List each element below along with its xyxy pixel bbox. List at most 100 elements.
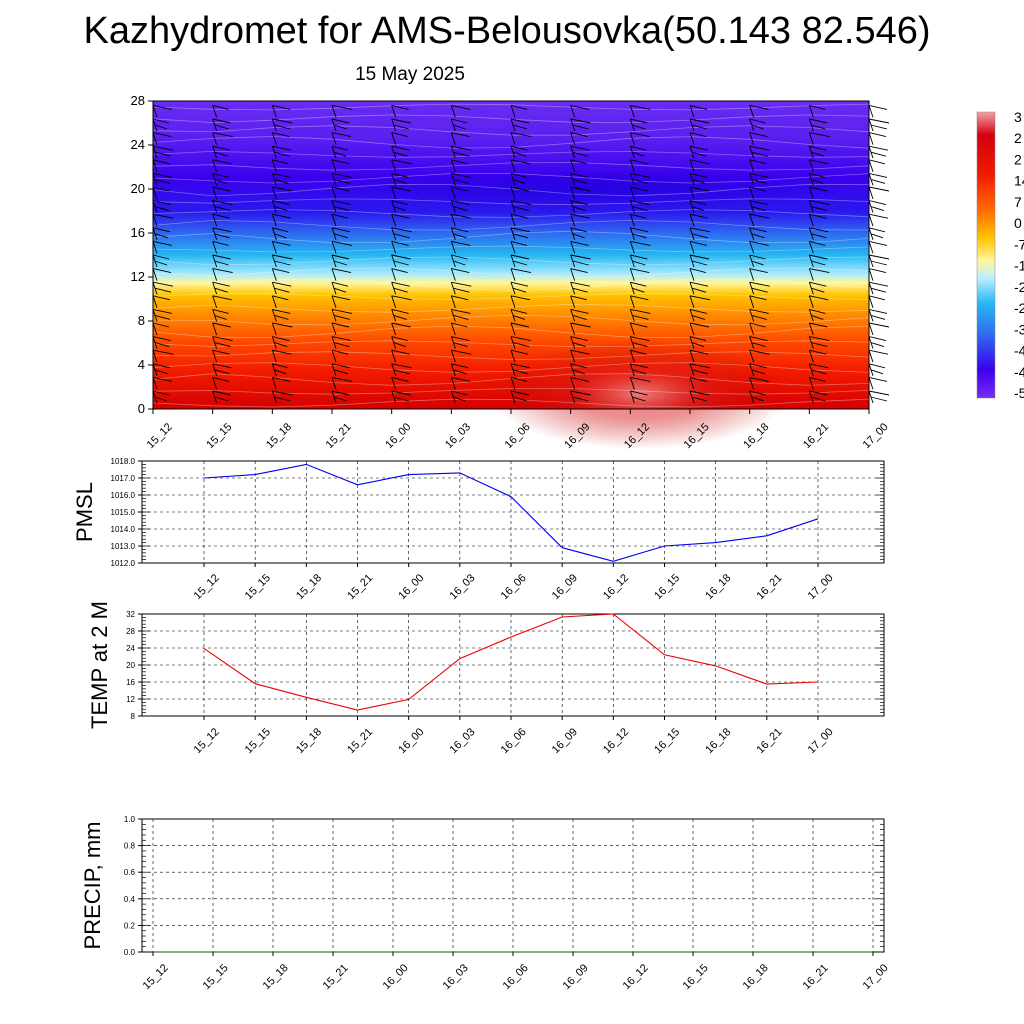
wind-barb bbox=[510, 295, 531, 308]
wind-barb bbox=[391, 281, 410, 295]
wind-barb bbox=[212, 390, 231, 404]
wind-barb bbox=[510, 118, 530, 132]
y-tick-label: 0 bbox=[138, 401, 145, 416]
wind-barb bbox=[808, 295, 829, 308]
wind-barb bbox=[331, 118, 350, 132]
wind-barb bbox=[749, 186, 766, 200]
wind-barb bbox=[689, 308, 708, 322]
wind-barb bbox=[808, 390, 828, 404]
wind-barb bbox=[749, 254, 766, 268]
wind-barb bbox=[749, 363, 767, 376]
wind-barb bbox=[331, 186, 350, 200]
x-tick-label: 16_21 bbox=[801, 421, 831, 451]
wind-barb bbox=[629, 281, 647, 295]
x-tick-label: 16_03 bbox=[443, 421, 473, 451]
wind-barb bbox=[212, 376, 229, 390]
y-tick-label: 1015.0 bbox=[111, 508, 136, 517]
wind-barb bbox=[331, 145, 349, 159]
wind-barb bbox=[868, 104, 888, 118]
wind-barb bbox=[271, 268, 290, 281]
y-tick-label: 0.6 bbox=[124, 868, 136, 877]
wind-barb bbox=[450, 254, 468, 268]
y-axis-title: PMSL bbox=[72, 482, 97, 542]
wind-barb bbox=[570, 200, 588, 213]
wind-barb bbox=[868, 281, 889, 295]
wind-barb bbox=[271, 254, 293, 268]
wind-barb bbox=[510, 336, 532, 349]
x-tick-label: 15_15 bbox=[201, 962, 231, 992]
isotherm bbox=[152, 125, 870, 136]
wind-barb bbox=[152, 349, 174, 363]
wind-barb bbox=[689, 172, 708, 186]
isotherm bbox=[152, 278, 870, 292]
wind-barb bbox=[808, 376, 826, 390]
wind-barb bbox=[868, 268, 887, 281]
y-axis-title: TEMP at 2 M bbox=[87, 601, 112, 729]
y-tick-label: 1013.0 bbox=[111, 542, 136, 551]
wind-barb bbox=[450, 363, 469, 376]
wind-barb bbox=[808, 213, 827, 227]
y-tick-label: 1017.0 bbox=[111, 474, 136, 483]
wind-barb bbox=[450, 172, 471, 186]
x-tick-label: 16_09 bbox=[550, 572, 580, 602]
x-tick-label: 15_18 bbox=[294, 572, 324, 602]
wind-barb bbox=[271, 390, 293, 404]
wind-barb bbox=[689, 322, 710, 336]
wind-barb bbox=[689, 159, 711, 172]
wind-barb bbox=[152, 363, 171, 376]
y-tick-label: 1.0 bbox=[124, 815, 136, 824]
wind-barb bbox=[510, 172, 528, 186]
wind-barb bbox=[271, 308, 291, 322]
wind-barb bbox=[391, 145, 410, 159]
wind-barb bbox=[510, 186, 530, 200]
colorbar-label: -4 bbox=[1014, 343, 1024, 359]
wind-barb bbox=[391, 213, 410, 227]
wind-barb bbox=[331, 268, 352, 281]
wind-barb bbox=[689, 363, 711, 376]
x-tick-label: 16_15 bbox=[681, 962, 711, 992]
wind-barb bbox=[450, 213, 472, 227]
isotherm bbox=[152, 362, 870, 373]
x-tick-label: 16_12 bbox=[601, 726, 631, 756]
wind-barb bbox=[629, 104, 651, 118]
x-tick-label: 16_03 bbox=[441, 962, 471, 992]
wind-barb bbox=[629, 132, 650, 145]
wind-barb bbox=[629, 200, 650, 213]
wind-barb bbox=[689, 376, 708, 390]
y-tick-label: 0.8 bbox=[124, 842, 136, 851]
wind-barb bbox=[689, 240, 708, 254]
wind-barb bbox=[510, 363, 531, 376]
wind-barb bbox=[331, 308, 353, 322]
wind-barb bbox=[570, 172, 589, 186]
wind-barb bbox=[629, 322, 648, 336]
wind-barb bbox=[570, 281, 590, 295]
x-tick-label: 16_18 bbox=[703, 726, 733, 756]
colorbar-label: 3 bbox=[1014, 109, 1022, 125]
cold-core bbox=[336, 167, 857, 211]
x-tick-label: 17_00 bbox=[806, 572, 836, 602]
wind-barb bbox=[570, 145, 590, 159]
isotherm bbox=[152, 388, 870, 395]
x-tick-label: 16_12 bbox=[621, 962, 651, 992]
wind-barb bbox=[868, 118, 890, 132]
wind-barb bbox=[212, 186, 231, 200]
wind-barb bbox=[331, 322, 350, 336]
wind-barb bbox=[510, 254, 530, 268]
wind-barb bbox=[450, 295, 469, 308]
wind-barb bbox=[570, 268, 588, 281]
colorbar-label: -2 bbox=[1014, 279, 1024, 295]
colorbar-label: 2 bbox=[1014, 130, 1022, 146]
wind-barb bbox=[868, 349, 889, 363]
wind-barb bbox=[271, 145, 292, 159]
wind-barb bbox=[868, 200, 887, 213]
wind-barb bbox=[212, 281, 230, 295]
wind-barb bbox=[391, 390, 411, 404]
temperature-cross-section: 0 4 8 12 16 20 24 28 15_12 15_15 15_18 15_21 16_00 16… bbox=[131, 93, 891, 451]
wind-barb bbox=[450, 118, 468, 132]
y-tick-label: 1012.0 bbox=[111, 559, 136, 568]
wind-barb bbox=[749, 213, 770, 227]
colorbar-label: -5 bbox=[1014, 385, 1024, 401]
wind-barb bbox=[510, 390, 530, 404]
wind-barb bbox=[450, 200, 470, 213]
